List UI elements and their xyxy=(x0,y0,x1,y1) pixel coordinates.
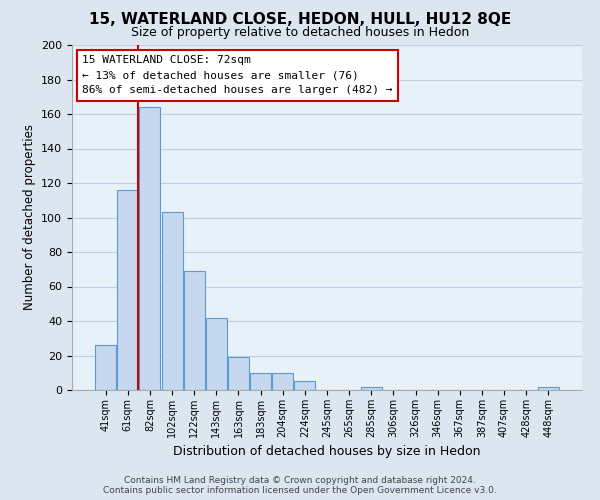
Y-axis label: Number of detached properties: Number of detached properties xyxy=(23,124,35,310)
Bar xyxy=(118,190,139,390)
Bar xyxy=(206,318,227,390)
Text: Size of property relative to detached houses in Hedon: Size of property relative to detached ho… xyxy=(131,26,469,39)
Bar xyxy=(295,382,316,390)
Text: 15 WATERLAND CLOSE: 72sqm
← 13% of detached houses are smaller (76)
86% of semi-: 15 WATERLAND CLOSE: 72sqm ← 13% of detac… xyxy=(82,56,392,95)
Bar xyxy=(361,386,382,390)
Bar xyxy=(228,357,249,390)
X-axis label: Distribution of detached houses by size in Hedon: Distribution of detached houses by size … xyxy=(173,446,481,458)
Bar xyxy=(184,271,205,390)
Bar xyxy=(250,373,271,390)
Text: 15, WATERLAND CLOSE, HEDON, HULL, HU12 8QE: 15, WATERLAND CLOSE, HEDON, HULL, HU12 8… xyxy=(89,12,511,28)
Bar xyxy=(139,107,160,390)
Bar xyxy=(272,373,293,390)
Bar xyxy=(161,212,182,390)
Bar xyxy=(538,386,559,390)
Text: Contains HM Land Registry data © Crown copyright and database right 2024.
Contai: Contains HM Land Registry data © Crown c… xyxy=(103,476,497,495)
Bar xyxy=(95,345,116,390)
